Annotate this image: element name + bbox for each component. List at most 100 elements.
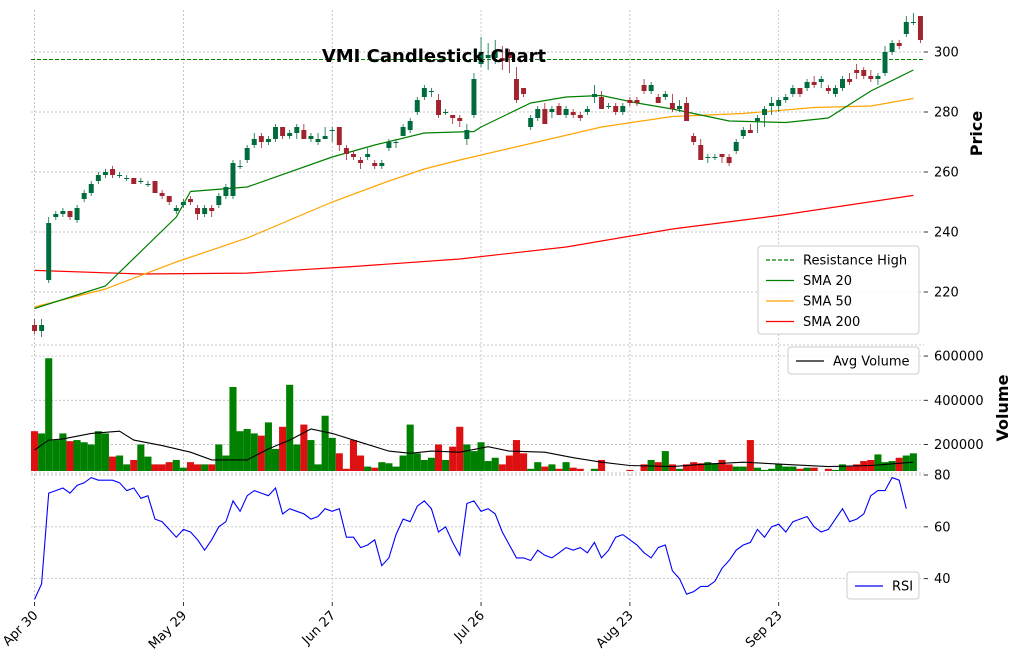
candle-body	[705, 157, 711, 158]
candle-body	[88, 184, 94, 193]
candle-body	[648, 85, 654, 91]
volume-bar	[824, 468, 832, 471]
candle-body	[400, 127, 406, 136]
candle-body	[783, 97, 789, 100]
price-legend-frame	[757, 245, 920, 335]
volume-bar	[895, 457, 903, 471]
volume-bar	[165, 462, 173, 471]
rsi-tick-label: 40	[934, 572, 951, 587]
volume-tick-label: 200000	[934, 438, 984, 453]
volume-bar	[328, 437, 336, 471]
candle-body	[719, 154, 725, 157]
candle-body	[840, 79, 845, 88]
candle-body	[854, 70, 860, 73]
candle-body	[861, 70, 867, 76]
candle-body	[265, 139, 271, 142]
candle-body	[350, 154, 356, 157]
volume-bar	[236, 431, 244, 471]
volume-bar	[470, 451, 478, 471]
volume-bar	[293, 444, 301, 471]
volume-bar	[208, 464, 216, 471]
volume-bar	[697, 463, 705, 471]
candle-body	[606, 106, 612, 107]
candle-body	[216, 196, 222, 205]
volume-bar	[73, 440, 81, 471]
volume-bar	[335, 453, 343, 471]
volume-bar	[257, 435, 265, 471]
x-tick-label: Sep 23	[743, 608, 786, 651]
volume-bar	[512, 440, 521, 471]
volume-bar	[477, 442, 485, 471]
volume-bar	[690, 462, 698, 471]
volume-bar	[534, 462, 542, 471]
candle-body	[287, 133, 293, 136]
volume-tick-label: 400000	[934, 394, 984, 409]
candle-body	[280, 127, 286, 136]
volume-bar	[661, 451, 669, 471]
candle-body	[818, 79, 824, 82]
volume-bar	[215, 444, 223, 471]
candle-body	[620, 106, 626, 112]
candle-body	[584, 109, 590, 112]
legend-label: SMA 200	[803, 315, 860, 330]
candle-body	[39, 325, 45, 331]
volume-bar	[768, 468, 776, 471]
rsi-line	[33, 476, 907, 600]
volume-bar	[186, 462, 195, 471]
volume-bar	[137, 444, 145, 471]
candle-body	[117, 175, 123, 176]
candle-body	[669, 103, 675, 109]
candle-body	[570, 112, 576, 115]
volume-bar	[116, 455, 124, 471]
volume-bar	[172, 459, 180, 471]
volume-bar	[718, 459, 726, 471]
candle-body	[599, 97, 605, 109]
candle-body	[379, 163, 385, 166]
candle-body	[251, 139, 257, 145]
volume-bar	[562, 462, 570, 471]
candle-body	[627, 100, 633, 103]
volume-bar	[349, 440, 358, 471]
candle-body	[358, 160, 364, 163]
candle-body	[740, 130, 746, 136]
sma-200-line	[34, 194, 914, 275]
volume-bar	[498, 464, 506, 471]
volume-bar	[52, 440, 60, 471]
candle-body	[769, 103, 775, 106]
volume-bar	[307, 440, 315, 471]
sma-50-line	[34, 97, 914, 308]
volume-bar	[888, 461, 896, 471]
volume-bar	[590, 468, 598, 471]
candle-body	[294, 127, 300, 133]
candle-body	[53, 214, 59, 217]
volume-bar	[321, 415, 329, 471]
candle-body	[733, 142, 739, 151]
candle-body	[386, 142, 392, 148]
volume-bar	[760, 469, 769, 471]
volume-bar	[746, 440, 754, 471]
volume-bar	[484, 461, 492, 471]
candle-body	[187, 199, 193, 202]
candle-body	[499, 58, 505, 61]
candle-body	[790, 88, 796, 94]
volume-bar	[158, 464, 166, 471]
candle-body	[641, 85, 647, 91]
volume-bar	[108, 456, 117, 471]
candle-body	[464, 130, 470, 139]
volume-bar	[739, 466, 747, 471]
candle-body	[847, 79, 853, 82]
candle-body	[145, 184, 151, 185]
candle-body	[258, 136, 264, 142]
sma-20-line	[34, 69, 914, 310]
price-axis-title: Price	[967, 111, 986, 157]
x-tick-label: May 29	[146, 608, 190, 652]
volume-bar	[810, 467, 818, 471]
legend-label: SMA 20	[803, 274, 852, 289]
candle-body	[471, 79, 477, 115]
volume-bar	[427, 457, 435, 471]
volume-bar	[420, 459, 428, 471]
volume-bar	[144, 456, 152, 471]
candle-body	[577, 115, 583, 118]
